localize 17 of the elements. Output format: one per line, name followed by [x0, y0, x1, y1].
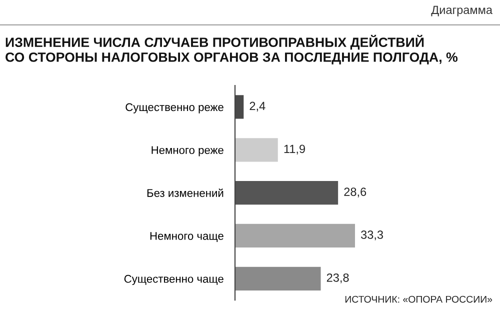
bar: [235, 266, 321, 290]
bar: [235, 181, 338, 205]
data-label: 23,8: [326, 273, 349, 284]
annotation: ИСТОЧНИК: «ОПОРА РОССИИ»: [345, 296, 492, 303]
bar: [235, 138, 278, 162]
chart-title: ИЗМЕНЕНИЕ ЧИСЛА СЛУЧАЕВ ПРОТИВОПРАВНЫХ ДЕЙСТВИЙ СО СТОРОНЫ НАЛОГОВЫХ ОРГАНОВ ЗА ПОСЛЕДНИЕ ПОЛГОДА, %: [6, 34, 458, 64]
data-label: 11,9: [284, 144, 305, 154]
data-label: 33,3: [361, 230, 384, 240]
data-label: 28,6: [344, 188, 366, 198]
y-tick-label: Немного чаще: [150, 232, 224, 242]
y-tick-label: Немного реже: [152, 146, 224, 156]
bar: [235, 224, 355, 248]
data-label: 2,4: [250, 102, 266, 112]
y-tick-label: Существенно реже: [126, 103, 224, 114]
text: Диаграмма: [431, 6, 493, 16]
y-tick-label: Существенно чаще: [124, 274, 224, 285]
y-tick-label: Без изменений: [147, 188, 224, 197]
